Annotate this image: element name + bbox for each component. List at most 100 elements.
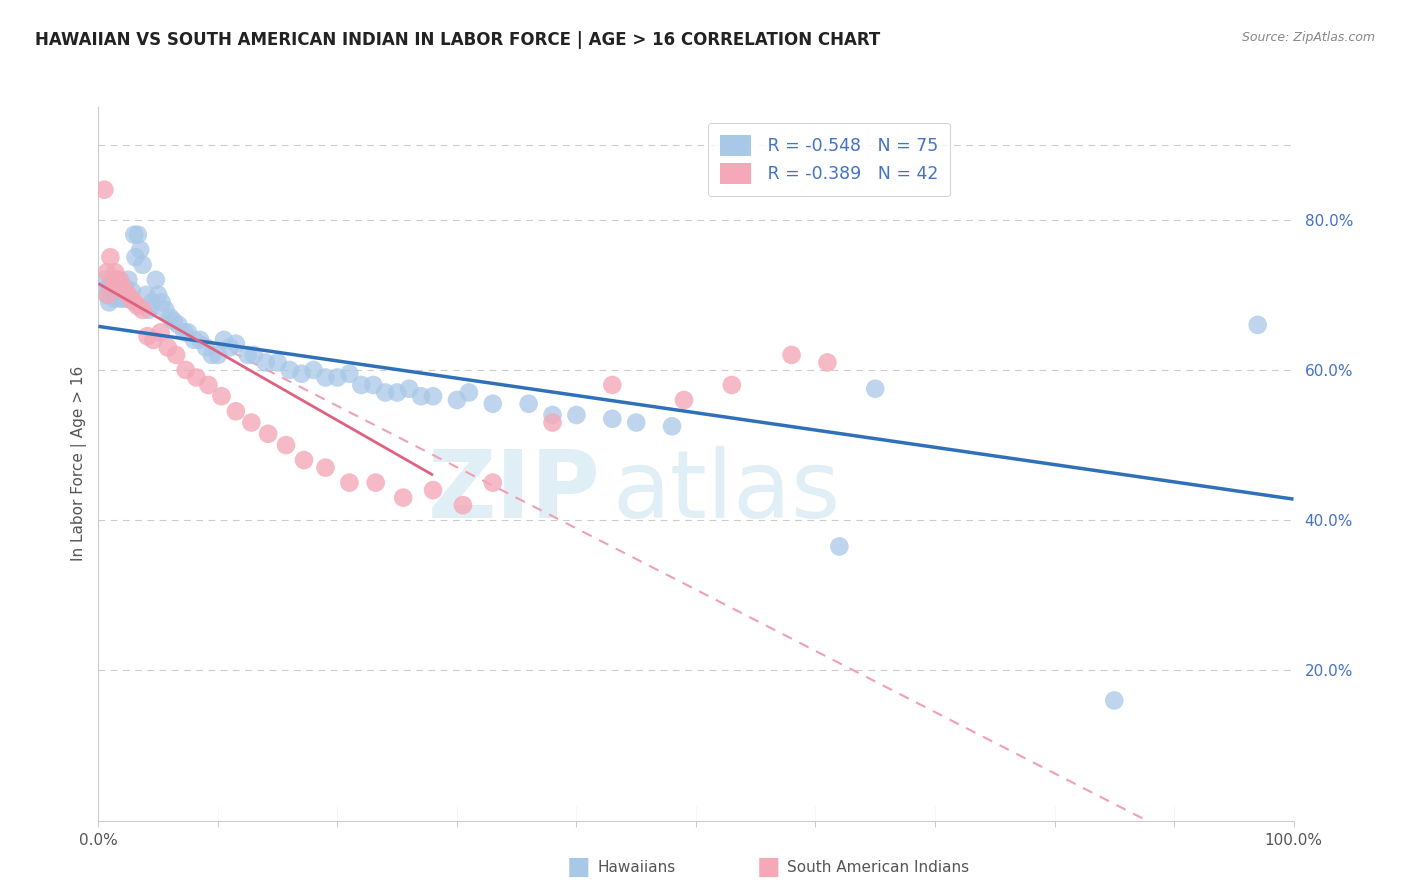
Point [363,378,385,392]
Point [673,392,696,407]
Point [422,483,444,497]
Point [212,333,235,347]
Point [458,385,481,400]
Point [267,355,290,369]
Point [136,329,159,343]
Point [274,438,297,452]
Point [120,292,142,306]
Point [364,475,387,490]
Point [626,416,648,430]
Point [163,314,186,328]
Text: Hawaiians: Hawaiians [598,860,676,874]
Point [446,392,468,407]
Point [291,367,314,381]
Point [127,227,149,242]
Point [411,389,433,403]
Point [481,397,505,411]
Point [131,302,153,317]
Text: ZIP: ZIP [427,446,600,539]
Point [97,280,120,294]
Point [107,277,129,291]
Point [207,348,229,362]
Point [98,295,121,310]
Point [115,288,138,302]
Text: ■: ■ [567,855,591,879]
Point [96,288,118,302]
Y-axis label: In Labor Force | Age > 16: In Labor Force | Age > 16 [72,367,87,561]
Point [96,265,118,279]
Point [385,385,409,400]
Point [105,288,128,302]
Text: Source: ZipAtlas.com: Source: ZipAtlas.com [1241,31,1375,45]
Text: HAWAIIAN VS SOUTH AMERICAN INDIAN IN LABOR FORCE | AGE > 16 CORRELATION CHART: HAWAIIAN VS SOUTH AMERICAN INDIAN IN LAB… [35,31,880,49]
Point [240,416,263,430]
Point [398,382,420,396]
Point [186,370,208,384]
Point [339,475,360,490]
Point [315,460,337,475]
Point [150,295,173,310]
Point [105,273,128,287]
Point [565,408,588,422]
Point [451,498,474,512]
Text: South American Indians: South American Indians [787,860,970,874]
Point [93,273,115,287]
Point [602,378,624,392]
Point [236,348,259,362]
Point [93,183,115,197]
Point [98,250,122,264]
Point [127,299,149,313]
Point [155,302,177,317]
Point [225,404,247,418]
Point [278,363,301,377]
Point [110,284,132,298]
Point [339,367,360,381]
Legend:  R = -0.548   N = 75,  R = -0.389   N = 42: R = -0.548 N = 75, R = -0.389 N = 42 [707,123,950,196]
Point [145,273,167,287]
Point [135,288,157,302]
Point [201,348,224,362]
Point [141,295,163,310]
Point [173,326,195,340]
Point [257,426,280,441]
Point [292,453,315,467]
Point [117,273,139,287]
Point [124,250,146,264]
Point [780,348,803,362]
Point [124,227,146,242]
Point [211,389,233,403]
Point [863,382,887,396]
Point [114,280,136,294]
Point [111,288,134,302]
Point [541,408,564,422]
Point [167,318,190,332]
Point [541,416,564,430]
Point [138,302,160,317]
Point [721,378,744,392]
Point [117,288,139,302]
Point [98,277,122,291]
Point [188,333,211,347]
Point [107,280,129,294]
Text: atlas: atlas [613,446,841,539]
Point [131,258,153,272]
Point [101,273,124,287]
Point [148,288,170,302]
Point [183,333,205,347]
Point [165,348,187,362]
Point [115,292,138,306]
Point [111,280,134,294]
Point [114,284,136,298]
Point [1102,693,1125,707]
Point [121,284,143,298]
Point [254,355,277,369]
Point [815,355,838,369]
Point [108,273,131,287]
Point [108,292,131,306]
Point [422,389,444,403]
Point [177,326,200,340]
Point [97,288,120,302]
Point [118,292,141,306]
Point [129,243,152,257]
Point [326,370,349,384]
